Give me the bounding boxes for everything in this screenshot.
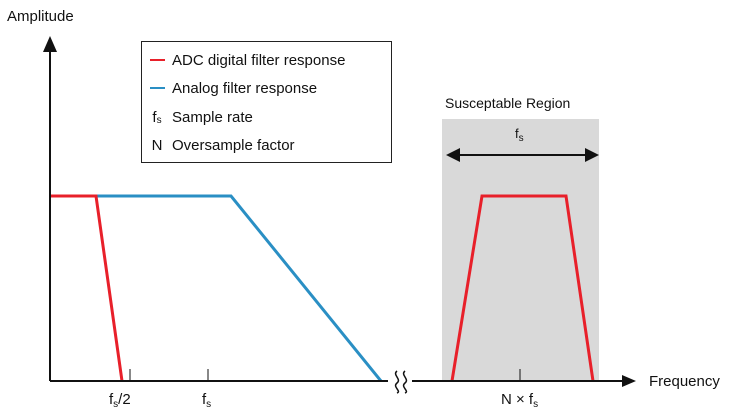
digital-filter-image-line bbox=[450, 194, 595, 382]
region-width-label: fs bbox=[515, 126, 524, 144]
y-axis-arrow bbox=[43, 36, 57, 52]
legend-symbol-n: N bbox=[151, 136, 163, 154]
tick-label-half-fs: fs/2 bbox=[109, 391, 131, 410]
analog-filter-response-line bbox=[50, 194, 383, 382]
legend-label-sample-rate: Sample rate bbox=[172, 108, 253, 126]
tick-label-fs: fs bbox=[202, 391, 212, 410]
digital-swatch bbox=[149, 59, 165, 61]
digital-filter-response-line bbox=[50, 194, 124, 382]
legend-item-digital: ADC digital filter response bbox=[142, 50, 345, 70]
legend-label-oversample: Oversample factor bbox=[172, 136, 295, 154]
susceptible-region-shade bbox=[442, 119, 599, 381]
legend: ADC digital filter response Analog filte… bbox=[141, 41, 392, 163]
y-axis-label: Amplitude bbox=[7, 8, 74, 25]
axis-break-icon bbox=[394, 370, 408, 394]
region-title: Susceptable Region bbox=[445, 95, 571, 111]
legend-item-oversample: N Oversample factor bbox=[142, 135, 295, 155]
x-axis-arrow bbox=[622, 375, 636, 387]
legend-label-analog: Analog filter response bbox=[172, 79, 318, 97]
legend-item-analog: Analog filter response bbox=[142, 78, 317, 98]
legend-label-digital: ADC digital filter response bbox=[172, 51, 346, 69]
tick-label-n-fs: N × fs bbox=[501, 391, 539, 410]
x-axis-label: Frequency bbox=[649, 373, 720, 390]
region-width-arrow bbox=[446, 148, 599, 162]
analog-swatch bbox=[149, 87, 165, 89]
